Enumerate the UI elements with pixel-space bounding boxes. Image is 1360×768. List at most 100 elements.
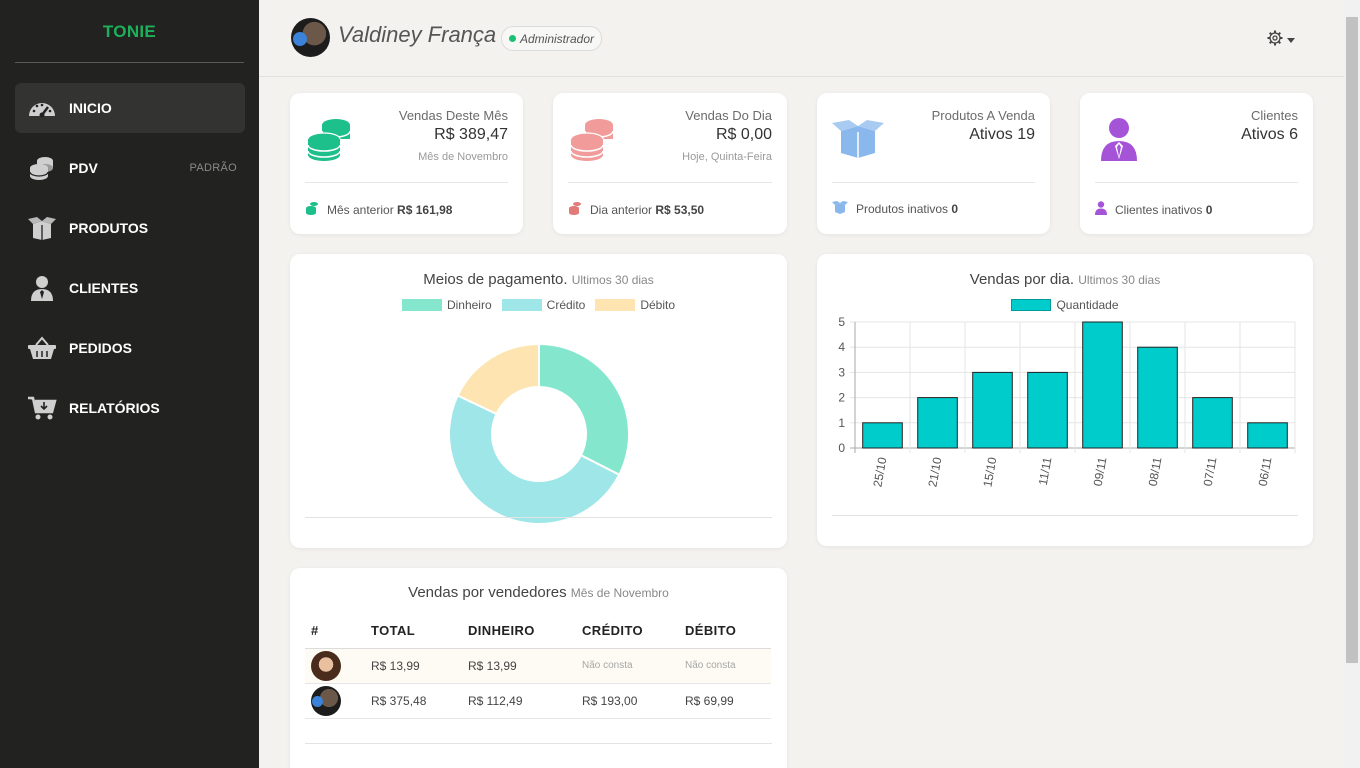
stat-value: R$ 0,00: [715, 126, 772, 143]
stat-subtitle: Hoje, Quinta-Feira: [682, 151, 772, 163]
sidebar-item-produtos[interactable]: PRODUTOS: [15, 203, 245, 253]
legend-item[interactable]: Quantidade: [1011, 298, 1119, 312]
chart-title: Meios de pagamento. Ultimos 30 dias: [290, 271, 787, 288]
doughnut-slice-dinheiro[interactable]: [538, 342, 630, 477]
legend-label: Dinheiro: [446, 298, 492, 312]
legend-swatch: [595, 299, 636, 311]
coins-icon: [568, 201, 582, 218]
user-icon: [15, 275, 69, 301]
stat-title: Vendas Do Dia: [685, 108, 772, 123]
scrollbar-thumb[interactable]: [1346, 17, 1358, 663]
credito-cell: R$ 193,00: [572, 683, 675, 719]
sellers-card: Vendas por vendedores Mês de Novembro # …: [290, 568, 787, 768]
role-label: Administrador: [520, 31, 595, 46]
online-status-icon: [509, 35, 516, 42]
sidebar-item-label: PRODUTOS: [69, 220, 149, 236]
sidebar-item-label: PDV: [69, 160, 98, 176]
open-box-icon: [832, 201, 848, 217]
card-title: Vendas por vendedores Mês de Novembro: [290, 584, 787, 601]
sidebar-item-clientes[interactable]: CLIENTES: [15, 263, 245, 313]
sidebar-item-pedidos[interactable]: PEDIDOS: [15, 323, 245, 373]
divider: [305, 743, 772, 744]
x-tick-label: 11/11: [1036, 456, 1055, 487]
bar-07/11[interactable]: [1192, 397, 1233, 449]
x-tick-label: 25/10: [870, 456, 889, 488]
stat-footer: Mês anterior R$ 161,98: [305, 201, 452, 218]
stat-card-clientes: Clientes Ativos 6 Clientes inativos 0: [1080, 93, 1313, 234]
avatar: [311, 685, 341, 716]
bar-chart: 0 1 2 3 4 5 25/10 21/10 15/10 11/11 09/11 08/11 07/1…: [838, 315, 1296, 488]
brand-logo[interactable]: TONIE: [15, 0, 244, 63]
legend-label: Débito: [640, 298, 676, 312]
sidebar-item-label: RELATÓRIOS: [69, 400, 160, 416]
sidebar-item-pdv[interactable]: PDV PADRÃO: [15, 143, 245, 193]
chevron-down-icon: [1287, 38, 1295, 43]
x-tick-label: 21/10: [925, 456, 944, 488]
stat-title: Clientes: [1251, 108, 1298, 123]
open-box-icon: [831, 119, 885, 164]
stat-footer-label: Clientes inativos: [1115, 202, 1203, 217]
legend-swatch: [501, 299, 542, 311]
table-row[interactable]: R$ 13,99 R$ 13,99 Não consta Não consta: [305, 648, 771, 684]
column-header[interactable]: DÉBITO: [675, 614, 771, 649]
column-header[interactable]: DINHEIRO: [458, 614, 572, 649]
divider: [832, 515, 1298, 516]
legend-item[interactable]: Dinheiro: [401, 298, 492, 312]
table-header-row: # TOTAL DINHEIRO CRÉDITO DÉBITO: [305, 614, 771, 649]
doughnut-slice-crédito[interactable]: [448, 394, 621, 525]
stat-footer-label: Dia anterior: [590, 202, 653, 217]
chart-title-text: Vendas por dia.: [969, 271, 1075, 288]
y-tick-label: 3: [838, 365, 845, 379]
bar-06/11[interactable]: [1247, 422, 1288, 449]
x-tick-label: 08/11: [1146, 456, 1165, 487]
bar-09/11[interactable]: [1082, 321, 1123, 449]
column-header[interactable]: TOTAL: [361, 614, 458, 649]
stat-footer-value: R$ 161,98: [397, 202, 453, 217]
bar-08/11[interactable]: [1137, 346, 1178, 449]
credito-cell: Não consta: [572, 648, 675, 684]
settings-dropdown[interactable]: [1267, 30, 1295, 51]
bar-15/10[interactable]: [972, 371, 1013, 449]
column-header[interactable]: #: [305, 614, 361, 649]
payments-chart-card: Meios de pagamento. Ultimos 30 dias Dinh…: [290, 254, 787, 548]
divider: [832, 182, 1035, 183]
bar-21/10[interactable]: [917, 397, 958, 449]
stat-footer-label: Produtos inativos: [856, 202, 949, 216]
dashboard-gauge-icon: [15, 96, 69, 120]
stat-subtitle: Mês de Novembro: [418, 151, 508, 163]
bar-11/11[interactable]: [1027, 371, 1068, 449]
stat-footer: Produtos inativos 0: [832, 201, 958, 217]
stat-footer-value: 0: [951, 202, 959, 216]
gear-icon: [1267, 30, 1283, 51]
basket-icon: [15, 336, 69, 360]
y-tick-label: 2: [838, 391, 845, 405]
column-header[interactable]: CRÉDITO: [572, 614, 675, 649]
chart-subtitle: Ultimos 30 dias: [571, 273, 654, 287]
y-tick-label: 0: [838, 441, 845, 455]
divider: [305, 517, 772, 518]
sidebar-item-label: CLIENTES: [69, 280, 139, 296]
sellers-table: # TOTAL DINHEIRO CRÉDITO DÉBITO R$ 13,99…: [305, 614, 771, 719]
total-cell: R$ 375,48: [361, 683, 458, 719]
user-name: Valdiney França: [338, 22, 497, 47]
stat-title: Vendas Deste Mês: [398, 108, 508, 123]
coins-icon: [306, 117, 352, 166]
stat-footer-label: Mês anterior: [327, 202, 394, 217]
table-row[interactable]: R$ 375,48 R$ 112,49 R$ 193,00 R$ 69,99: [305, 683, 771, 719]
sidebar-item-inicio[interactable]: INICIO: [15, 83, 245, 133]
bar-25/10[interactable]: [862, 422, 903, 449]
sidebar-item-relatorios[interactable]: RELATÓRIOS: [15, 383, 245, 433]
doughnut-chart: [448, 342, 630, 525]
x-tick-label: 09/11: [1091, 456, 1110, 487]
legend-item[interactable]: Débito: [595, 298, 675, 312]
legend-item[interactable]: Crédito: [501, 298, 585, 312]
avatar[interactable]: [291, 18, 330, 57]
chart-title-text: Meios de pagamento.: [423, 271, 568, 288]
doughnut-slice-débito[interactable]: [456, 342, 540, 416]
legend-label: Quantidade: [1056, 298, 1119, 312]
stat-footer: Dia anterior R$ 53,50: [568, 201, 704, 218]
page-scrollbar[interactable]: [1344, 0, 1360, 768]
legend-swatch: [401, 299, 442, 311]
stat-card-vendas-dia: Vendas Do Dia R$ 0,00 Hoje, Quinta-Feira…: [553, 93, 787, 234]
chart-subtitle: Ultimos 30 dias: [1078, 273, 1161, 287]
